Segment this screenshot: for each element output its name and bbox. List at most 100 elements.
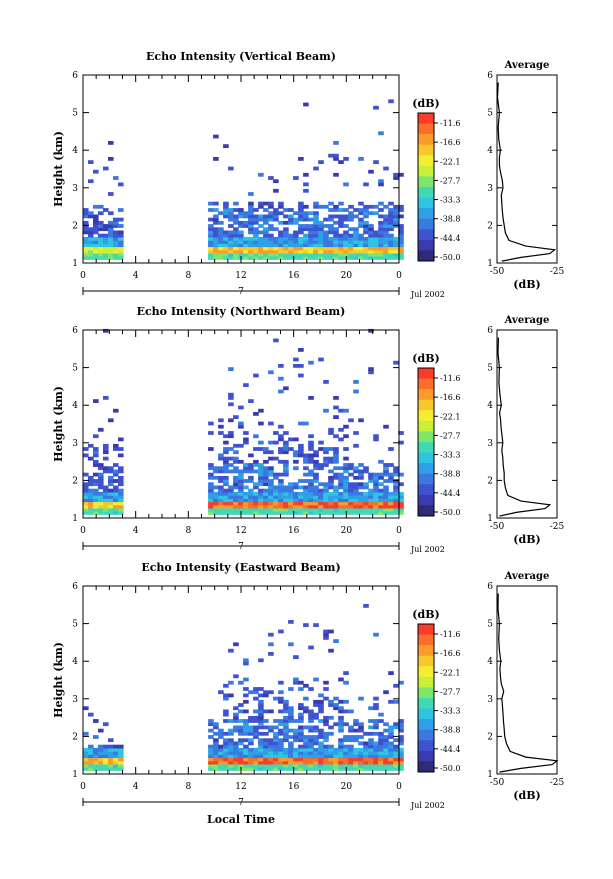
heatmap-cell [398, 491, 404, 496]
heatmap-cell [343, 243, 349, 248]
heatmap-cell [83, 224, 89, 228]
heatmap-cell [253, 485, 259, 490]
heatmap-cell [98, 728, 104, 733]
heatmap-cell [278, 482, 284, 487]
heatmap-cell [378, 757, 384, 762]
heatmap-cell [273, 738, 279, 743]
heatmap-cell [228, 491, 234, 496]
heatmap-cell [288, 712, 294, 717]
heatmap-cell [363, 482, 369, 487]
heatmap-cell [228, 402, 234, 407]
colorbar-swatch [418, 740, 434, 752]
heatmap-cell [328, 427, 334, 432]
heatmap-cell [223, 252, 229, 257]
heatmap-cell [278, 243, 284, 248]
heatmap-cell [388, 99, 394, 104]
heatmap-cell [338, 741, 344, 746]
heatmap-cell [273, 735, 279, 739]
heatmap-cell [268, 252, 274, 257]
x-axis-title: Local Time [207, 813, 275, 826]
heatmap-cell [333, 256, 339, 260]
heatmap-cell [378, 230, 384, 235]
heatmap-cell [388, 501, 394, 506]
heatmap-cell [288, 757, 294, 762]
heatmap-cell [333, 157, 339, 161]
heatmap-cell [338, 466, 344, 471]
colorbar-tick-label: -44.4 [440, 489, 461, 498]
heatmap-cell [398, 208, 404, 212]
heatmap-cell [273, 488, 279, 493]
heatmap-cell [98, 256, 104, 260]
heatmap-cell [313, 491, 319, 496]
heatmap-cell [113, 472, 119, 477]
heatmap-cell [233, 459, 239, 464]
heatmap-cell [318, 233, 324, 238]
heatmap-cell [368, 230, 374, 235]
heatmap-cell [393, 211, 399, 216]
heatmap-cell [328, 751, 334, 755]
heatmap-cell [113, 498, 119, 503]
heatmap-cell [98, 236, 104, 241]
heatmap-cell [218, 256, 224, 260]
heatmap-cell [303, 256, 309, 260]
heatmap-cell [318, 767, 324, 771]
heatmap-cell [333, 754, 339, 759]
heatmap-cell [353, 738, 359, 743]
heatmap-cell [248, 719, 254, 723]
colorbar-tick-label: -22.1 [440, 157, 461, 166]
heatmap-cell [293, 256, 299, 260]
heatmap-cell [398, 738, 404, 743]
heatmap-cell [328, 482, 334, 487]
heatmap-cell [93, 482, 99, 487]
heatmap-cell [308, 482, 314, 487]
heatmap-cell [108, 240, 114, 244]
heatmap-cell [388, 211, 394, 216]
heatmap-cell [113, 488, 119, 493]
heatmap-cell [98, 511, 104, 515]
heatmap-cell [83, 757, 89, 762]
heatmap-cell [338, 754, 344, 759]
heatmap-cell [243, 767, 249, 771]
heatmap-cell [268, 642, 274, 647]
heatmap-cell [238, 504, 244, 509]
heatmap-cell [273, 485, 279, 490]
heatmap-cell [323, 754, 329, 759]
colorbar-swatch [418, 113, 434, 125]
heatmap-cell [343, 709, 349, 714]
heatmap-cell [228, 693, 234, 698]
heatmap-cell [293, 731, 299, 736]
heatmap-cell [268, 504, 274, 509]
heatmap-cell [233, 256, 239, 260]
heatmap-cell [293, 459, 299, 464]
heatmap-cell [243, 751, 249, 755]
heatmap-cell [383, 504, 389, 509]
heatmap-cell [363, 466, 369, 471]
heatmap-cell [233, 466, 239, 471]
profile-xlabel: (dB) [513, 533, 540, 546]
heatmap-cell [348, 217, 354, 222]
heatmap-cell [223, 246, 229, 251]
heatmap-cell [228, 501, 234, 506]
heatmap-cell [243, 760, 249, 765]
heatmap-cell [93, 252, 99, 257]
heatmap-cell [393, 256, 399, 260]
heatmap-cell [318, 249, 324, 254]
heatmap-cell [398, 204, 404, 209]
heatmap-cell [243, 243, 249, 248]
heatmap-cell [83, 485, 89, 490]
heatmap-cell [293, 680, 299, 685]
heatmap-cell [298, 208, 304, 212]
heatmap-cell [208, 227, 214, 232]
heatmap-cell [298, 744, 304, 749]
heatmap-cell [398, 722, 404, 727]
x-tick-label: 8 [185, 782, 191, 792]
heatmap-cell [213, 738, 219, 743]
heatmap-cell [298, 453, 304, 458]
heatmap-cell [313, 715, 319, 720]
heatmap-cell [393, 495, 399, 499]
heatmap-cell [343, 498, 349, 503]
heatmap-cell [398, 741, 404, 746]
heatmap-cell [103, 751, 109, 755]
heatmap-cell [388, 233, 394, 238]
heatmap-cell [273, 252, 279, 257]
